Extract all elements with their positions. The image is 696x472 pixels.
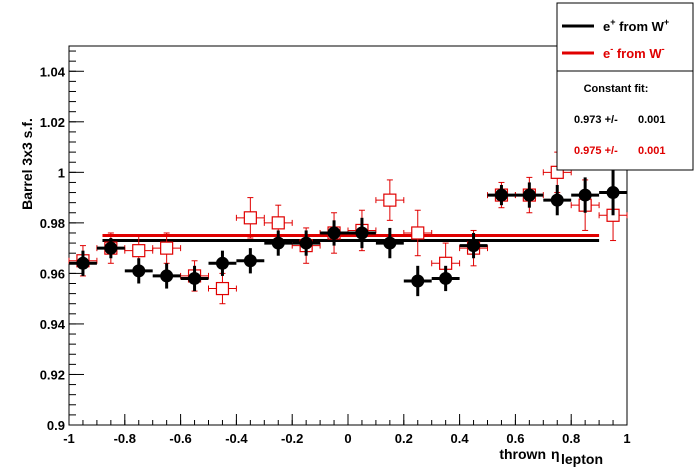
y-tick-label: 0.9 xyxy=(47,418,65,433)
data-point-positive xyxy=(96,238,125,259)
x-tick-label: 0.2 xyxy=(395,431,413,446)
y-tick-label: 1 xyxy=(58,165,65,180)
marker-circle xyxy=(76,256,90,270)
fit-error-positive: 0.001 xyxy=(638,114,666,126)
data-point-positive xyxy=(124,258,153,284)
data-point-positive xyxy=(180,265,209,292)
data-point-negative xyxy=(375,179,405,221)
y-axis: 0.9 0.92 0.94 0.96 0.98 1 1.02 1.04 xyxy=(40,50,84,433)
marker-circle xyxy=(355,226,369,240)
x-tick-label: 0.8 xyxy=(562,431,580,446)
marker-circle xyxy=(188,271,202,285)
data-point-positive xyxy=(487,184,516,206)
marker-square xyxy=(411,226,425,240)
marker-square xyxy=(132,244,146,258)
marker-circle xyxy=(550,193,564,207)
fit-error-negative: 0.001 xyxy=(638,145,666,157)
x-tick-label: 0.4 xyxy=(451,431,470,446)
legend-frame xyxy=(556,2,694,72)
x-tick-label: 0.6 xyxy=(506,431,524,446)
data-point-positive xyxy=(375,227,404,259)
data-point-positive xyxy=(459,232,488,259)
data-point-positive xyxy=(599,169,627,216)
fit-lines xyxy=(102,234,600,243)
marker-circle xyxy=(467,239,481,253)
x-axis-title-symbol: η xyxy=(551,446,560,462)
data-point-positive xyxy=(152,263,181,289)
x-tick-label: -0.8 xyxy=(114,431,136,446)
marker-circle xyxy=(383,236,397,250)
series-layer xyxy=(68,151,628,305)
data-point-negative xyxy=(263,204,293,242)
data-point-negative xyxy=(208,272,237,305)
legend-label-positive: e+ from W+ xyxy=(603,17,669,34)
marker-square xyxy=(383,193,397,207)
marker-circle xyxy=(132,264,146,278)
x-tick-label: -0.2 xyxy=(281,431,303,446)
y-tick-label: 1.04 xyxy=(40,64,66,79)
legend-label-negative: e- from W- xyxy=(603,44,665,61)
marker-circle xyxy=(522,188,536,202)
data-point-positive xyxy=(571,177,600,213)
marker-circle xyxy=(271,236,285,250)
y-tick-label: 0.94 xyxy=(40,317,66,332)
marker-circle xyxy=(243,254,257,268)
marker-circle xyxy=(160,269,174,283)
marker-square xyxy=(160,241,174,255)
marker-circle xyxy=(494,188,508,202)
data-point-positive xyxy=(320,220,348,246)
x-tick-label: 0 xyxy=(344,431,351,446)
y-tick-label: 0.98 xyxy=(40,216,65,231)
data-point-positive xyxy=(292,230,321,256)
marker-circle xyxy=(327,226,341,240)
marker-square xyxy=(243,211,257,225)
marker-circle xyxy=(439,271,453,285)
data-point-positive xyxy=(208,250,237,276)
x-tick-label: -0.6 xyxy=(169,431,191,446)
data-point-positive xyxy=(403,265,432,297)
fit-box: Constant fit: 0.973 +/- 0.001 0.975 +/- … xyxy=(556,70,694,171)
marker-circle xyxy=(215,256,229,270)
marker-square xyxy=(271,216,285,230)
x-axis: -1 -0.8 -0.6 -0.4 -0.2 0 0.2 0.4 0.6 0.8 1 xyxy=(63,414,631,446)
marker-square xyxy=(215,281,230,296)
data-point-positive xyxy=(348,217,376,249)
data-point-positive xyxy=(543,184,572,216)
fit-value-negative: 0.975 +/- xyxy=(574,145,618,157)
legend: e+ from W+ e- from W- xyxy=(556,2,694,72)
data-point-positive xyxy=(431,265,460,292)
y-axis-title: Barrel 3x3 s.f. xyxy=(19,118,35,210)
y-tick-label: 1.02 xyxy=(40,115,65,130)
fit-box-title: Constant fit: xyxy=(584,83,649,95)
y-tick-label: 0.96 xyxy=(40,266,65,281)
data-point-negative xyxy=(152,232,182,264)
data-point-positive xyxy=(515,182,544,208)
marker-circle xyxy=(606,186,620,200)
data-point-negative xyxy=(403,209,433,257)
x-tick-label: 1 xyxy=(623,431,630,446)
x-tick-label: -0.4 xyxy=(225,431,248,446)
fit-box-frame xyxy=(556,70,694,171)
fit-value-positive: 0.973 +/- xyxy=(574,114,618,126)
marker-circle xyxy=(299,236,313,250)
x-axis-title-subscript: lepton xyxy=(561,451,603,467)
marker-circle xyxy=(104,241,118,255)
x-tick-label: -1 xyxy=(63,431,75,446)
y-tick-label: 0.92 xyxy=(40,367,65,382)
data-point-positive xyxy=(236,248,265,274)
x-axis-title: thrown xyxy=(499,446,546,462)
marker-circle xyxy=(411,274,425,288)
data-point-positive xyxy=(264,230,293,256)
data-point-negative xyxy=(235,197,265,239)
marker-circle xyxy=(578,188,592,202)
